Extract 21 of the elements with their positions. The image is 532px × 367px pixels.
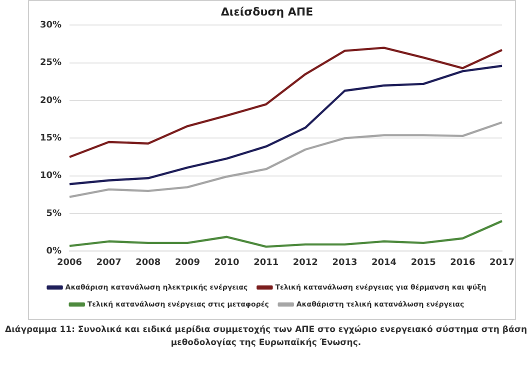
x-tick-label: 2009 <box>174 258 200 268</box>
x-tick-label: 2014 <box>372 258 397 268</box>
x-tick-label: 2006 <box>57 258 82 268</box>
y-tick-label: 0% <box>46 246 62 257</box>
y-tick-label: 20% <box>40 96 62 106</box>
y-tick-label: 25% <box>40 58 62 68</box>
x-tick-label: 2016 <box>450 258 476 268</box>
x-tick-label: 2012 <box>292 258 318 268</box>
x-tick-label: 2007 <box>96 258 122 268</box>
x-tick-label: 2013 <box>332 258 358 268</box>
y-tick-label: 10% <box>40 171 62 182</box>
y-tick-label: 30% <box>40 20 62 31</box>
x-tick-label: 2015 <box>410 258 436 268</box>
y-tick-label: 5% <box>46 208 62 219</box>
x-tick-label: 2011 <box>254 258 279 268</box>
y-tick-label: 15% <box>40 134 62 144</box>
text: Διάγραμμα 11: Συνολικά και ειδικά μερίδια συμμετοχής των ΑΠΕ στο εγχώριο ενεργειακό σύστημα στη βάση μεθοδολογίας της Ευρωπαϊκής Ένωσης. <box>4 324 528 350</box>
x-tick-label: 2017 <box>489 258 515 268</box>
chart-title: Διείσδυση ΑΠΕ <box>220 5 314 18</box>
x-tick-label: 2008 <box>136 258 161 268</box>
x-tick-label: 2010 <box>214 258 240 268</box>
